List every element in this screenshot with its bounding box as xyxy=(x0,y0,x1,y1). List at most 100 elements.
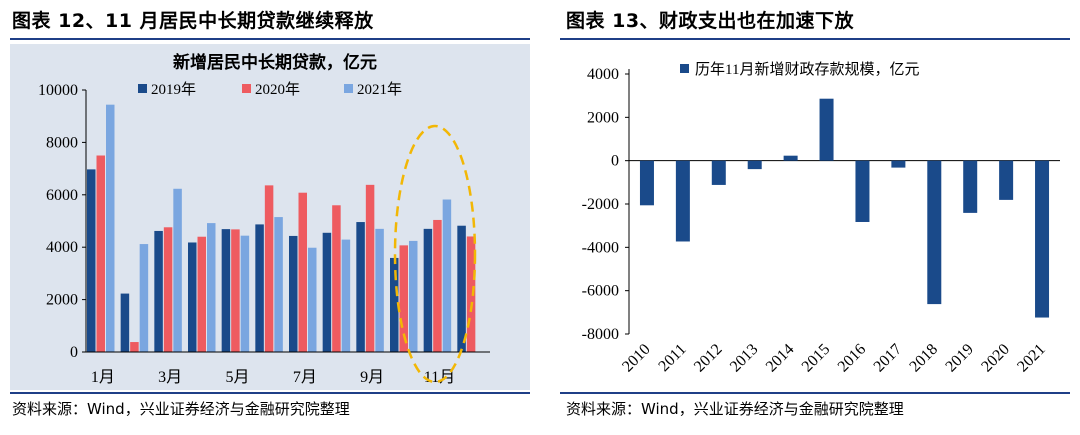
left-bar xyxy=(207,223,216,352)
right-x-tick-label: 2018 xyxy=(906,341,941,376)
left-bar xyxy=(231,229,240,352)
left-x-tick-label: 3月 xyxy=(158,369,182,386)
right-source: 资料来源：Wind，兴业证券经济与金融研究院整理 xyxy=(566,400,904,418)
right-bar xyxy=(639,160,654,206)
right-y-axis: 4000 2000 0 -2000 -4000 -6000 -8000 xyxy=(582,66,1060,343)
left-bar xyxy=(163,227,173,352)
left-bar xyxy=(255,224,264,352)
right-bar xyxy=(1035,160,1050,318)
right-x-axis: 2010 2011 2012 2013 2014 2015 2016 2017 2018 2019… xyxy=(619,341,1049,376)
left-source: 资料来源：Wind，兴业证券经济与金融研究院整理 xyxy=(12,400,350,418)
left-legend: 2019年 2020年 2021年 xyxy=(138,81,402,98)
right-y-tick-label: -8000 xyxy=(582,326,619,343)
left-bar xyxy=(409,240,418,352)
left-bar xyxy=(356,222,365,352)
right-legend: 历年11月新增财政存款规模，亿元 xyxy=(680,61,919,78)
left-x-tick-label: 5月 xyxy=(225,369,249,386)
left-bar xyxy=(298,192,307,352)
left-bar xyxy=(274,217,283,352)
right-x-tick-label: 2012 xyxy=(691,341,726,376)
right-x-tick-label: 2019 xyxy=(942,341,977,376)
left-bar xyxy=(139,244,149,352)
left-legend-swatch xyxy=(138,84,147,93)
right-x-tick-label: 2017 xyxy=(871,341,906,376)
left-bar xyxy=(264,185,274,352)
left-bottom-rule xyxy=(10,392,530,394)
right-bar xyxy=(855,160,870,222)
right-x-tick-label: 2020 xyxy=(978,341,1013,376)
left-bar xyxy=(375,228,384,352)
right-y-tick-label: -6000 xyxy=(582,283,619,300)
right-x-tick-label: 2011 xyxy=(655,341,689,375)
right-legend-swatch xyxy=(680,64,689,73)
left-bar xyxy=(308,247,317,352)
left-bar xyxy=(341,239,351,352)
right-bars xyxy=(639,98,1050,318)
right-chart: 历年11月新增财政存款规模，亿元 4000 2000 0 -2000 -4000 -600… xyxy=(560,44,1070,390)
right-y-tick-label: -2000 xyxy=(582,196,619,213)
right-panel-title: 图表 13、财政支出也在加速下放 xyxy=(566,10,855,32)
left-bar xyxy=(197,236,206,352)
left-x-tick-label: 9月 xyxy=(360,369,384,386)
right-legend-label: 历年11月新增财政存款规模，亿元 xyxy=(695,61,919,78)
right-bar xyxy=(999,160,1014,200)
right-bar xyxy=(675,160,690,242)
left-y-tick-label: 6000 xyxy=(46,187,78,204)
right-x-tick-label: 2016 xyxy=(835,341,870,376)
left-bar xyxy=(442,199,452,352)
right-bar xyxy=(747,160,762,170)
left-bar xyxy=(120,293,130,352)
left-chart-title: 新增居民中长期贷款，亿元 xyxy=(173,52,377,72)
right-bar xyxy=(783,155,798,161)
left-bar xyxy=(130,342,139,352)
left-panel-title: 图表 12、11 月居民中长期贷款继续释放 xyxy=(12,10,374,32)
left-bar xyxy=(106,104,115,352)
left-bar xyxy=(87,169,96,352)
left-bar xyxy=(173,188,182,352)
left-bar xyxy=(289,235,298,352)
left-y-tick-label: 2000 xyxy=(46,292,78,309)
left-bar xyxy=(96,155,105,352)
left-bars xyxy=(87,104,476,352)
left-y-axis: 0 2000 4000 6000 8000 10000 xyxy=(38,82,86,361)
left-bar xyxy=(188,242,197,352)
right-bar xyxy=(819,98,834,161)
left-chart: 新增居民中长期贷款，亿元 2019年 2020年 2021年 0 2000 4000 60… xyxy=(10,44,530,390)
left-legend-label: 2019年 xyxy=(151,81,196,98)
right-x-tick-label: 2021 xyxy=(1014,341,1049,376)
left-bar xyxy=(390,257,399,352)
left-bar xyxy=(365,184,375,352)
left-legend-swatch xyxy=(242,84,251,93)
left-bar xyxy=(457,225,466,352)
left-y-tick-label: 8000 xyxy=(46,134,78,151)
left-y-tick-label: 10000 xyxy=(38,82,78,99)
left-bar xyxy=(332,205,341,352)
left-title-rule xyxy=(10,38,530,40)
right-x-tick-label: 2013 xyxy=(727,341,762,376)
left-legend-swatch xyxy=(344,84,353,93)
left-bar xyxy=(322,232,332,352)
left-bar xyxy=(399,245,408,352)
left-bar xyxy=(423,228,433,352)
right-bar xyxy=(927,160,942,305)
left-chart-svg: 新增居民中长期贷款，亿元 2019年 2020年 2021年 0 2000 4000 60… xyxy=(10,44,530,390)
right-y-tick-label: 4000 xyxy=(587,66,619,83)
left-y-tick-label: 4000 xyxy=(46,239,78,256)
right-bar xyxy=(891,160,906,168)
right-x-tick-label: 2015 xyxy=(799,341,834,376)
left-x-tick-label: 1月 xyxy=(91,369,115,386)
right-bar xyxy=(963,160,978,213)
right-x-tick-label: 2014 xyxy=(763,341,798,376)
left-bar xyxy=(221,229,231,352)
left-bar xyxy=(466,236,476,352)
right-y-tick-label: 0 xyxy=(611,153,619,170)
right-x-tick-label: 2010 xyxy=(619,341,654,376)
right-bar xyxy=(711,160,726,185)
highlight-ellipse xyxy=(393,124,477,384)
right-y-tick-label: 2000 xyxy=(587,109,619,126)
right-chart-svg: 历年11月新增财政存款规模，亿元 4000 2000 0 -2000 -4000 -600… xyxy=(582,61,1060,376)
left-legend-label: 2021年 xyxy=(357,81,402,98)
left-bar xyxy=(240,235,250,352)
left-y-tick-label: 0 xyxy=(70,344,78,361)
left-bar xyxy=(433,219,442,352)
